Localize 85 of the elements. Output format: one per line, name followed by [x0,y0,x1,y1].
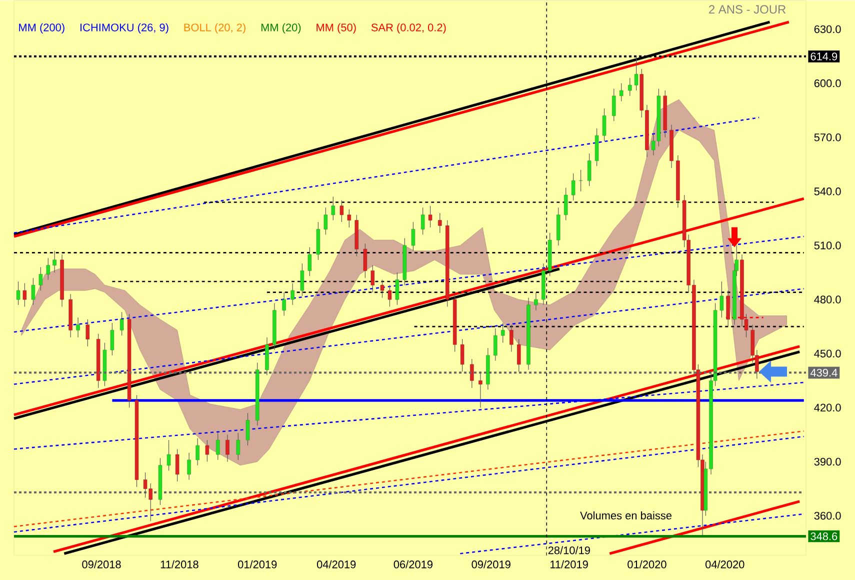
annotation: MM (20) [261,23,301,34]
y-tick-label: 570.0 [814,133,841,142]
candlestick [226,434,230,462]
candlestick [86,318,90,346]
candlestick [363,243,368,278]
candlestick [564,187,568,220]
candlestick [282,292,286,316]
y-tick-label: 510.0 [814,241,841,250]
x-tick-label: 11/2018 [160,560,198,568]
candlestick [290,282,294,306]
candlestick [340,200,344,222]
ref-line-label: 28/10/19 [548,546,590,554]
candlestick [478,371,482,408]
candlestick [38,266,43,291]
candlestick [324,207,328,235]
x-tick-label: 04/2020 [706,560,744,568]
candlestick [460,338,464,372]
candlestick [470,358,474,388]
candlestick [236,432,240,460]
candlestick [726,290,730,327]
candlestick [494,328,498,361]
candlestick [438,212,442,233]
y-tick-label: 360.0 [814,512,841,520]
candlestick [510,324,514,352]
candlestick [300,262,304,296]
candlestick [216,432,220,460]
y-tick-label: 540.0 [814,187,841,196]
candlestick [720,281,724,318]
candlestick [388,284,392,307]
candlestick [370,264,375,292]
annotation: SAR (0.02, 0.2) [371,23,446,34]
candlestick [380,279,384,298]
candlestick [110,322,114,356]
annotation: Volumes en baisse [580,511,672,520]
annotation: 2 ANS - JOUR [709,4,786,14]
candlestick [308,246,312,276]
candlestick [31,277,36,306]
y-tick-label: 600.0 [814,79,841,87]
candlestick [16,281,20,306]
annotation: MM (50) [316,23,356,34]
candlestick [501,322,505,343]
x-tick-label: 04/2019 [316,560,356,568]
candlestick [347,208,352,228]
candlestick [602,108,606,142]
candlestick [411,222,416,251]
candlestick [166,440,171,471]
candlestick [196,438,200,466]
candlestick [628,77,632,96]
x-tick-label: 01/2020 [628,560,666,568]
y-tick-label: 630.0 [814,25,841,33]
x-tick-label: 06/2019 [394,560,432,568]
y-tick-label: 480.0 [814,295,841,304]
candlestick [246,412,250,446]
x-tick-label: 09/2019 [472,560,510,568]
candlestick [571,172,576,201]
x-tick-label: 09/2018 [82,560,121,568]
y-tick-label: 390.0 [814,458,841,466]
annotation: MM (200) [19,23,64,34]
candlestick [534,292,538,310]
candlestick [76,317,80,338]
candlestick [634,56,638,91]
candlestick [331,196,336,220]
candlestick [420,207,425,235]
x-tick-label: 01/2019 [238,560,277,568]
annotation: ICHIMOKU (26, 9) [80,23,168,34]
y-tick-label: 420.0 [814,404,841,412]
candlestick [587,153,592,186]
ref-line-label: 348.6 [810,532,838,540]
candlestick [187,452,191,480]
candlestick [22,282,27,307]
candlestick [120,312,124,336]
x-tick-label: 11/2019 [550,560,588,568]
candlestick [205,440,210,462]
y-tick-label: 450.0 [814,350,841,358]
candlestick [428,205,432,228]
candlestick [175,448,180,482]
candlestick [612,88,616,122]
annotation: BOLL (20, 2) [184,23,246,34]
candlestick [619,82,624,102]
candlestick [517,338,521,372]
ref-line-label: 614.9 [810,52,838,60]
ref-line-label: 439.4 [810,368,838,376]
candlestick [46,258,50,280]
candlestick [52,250,56,273]
candlestick [395,272,400,306]
